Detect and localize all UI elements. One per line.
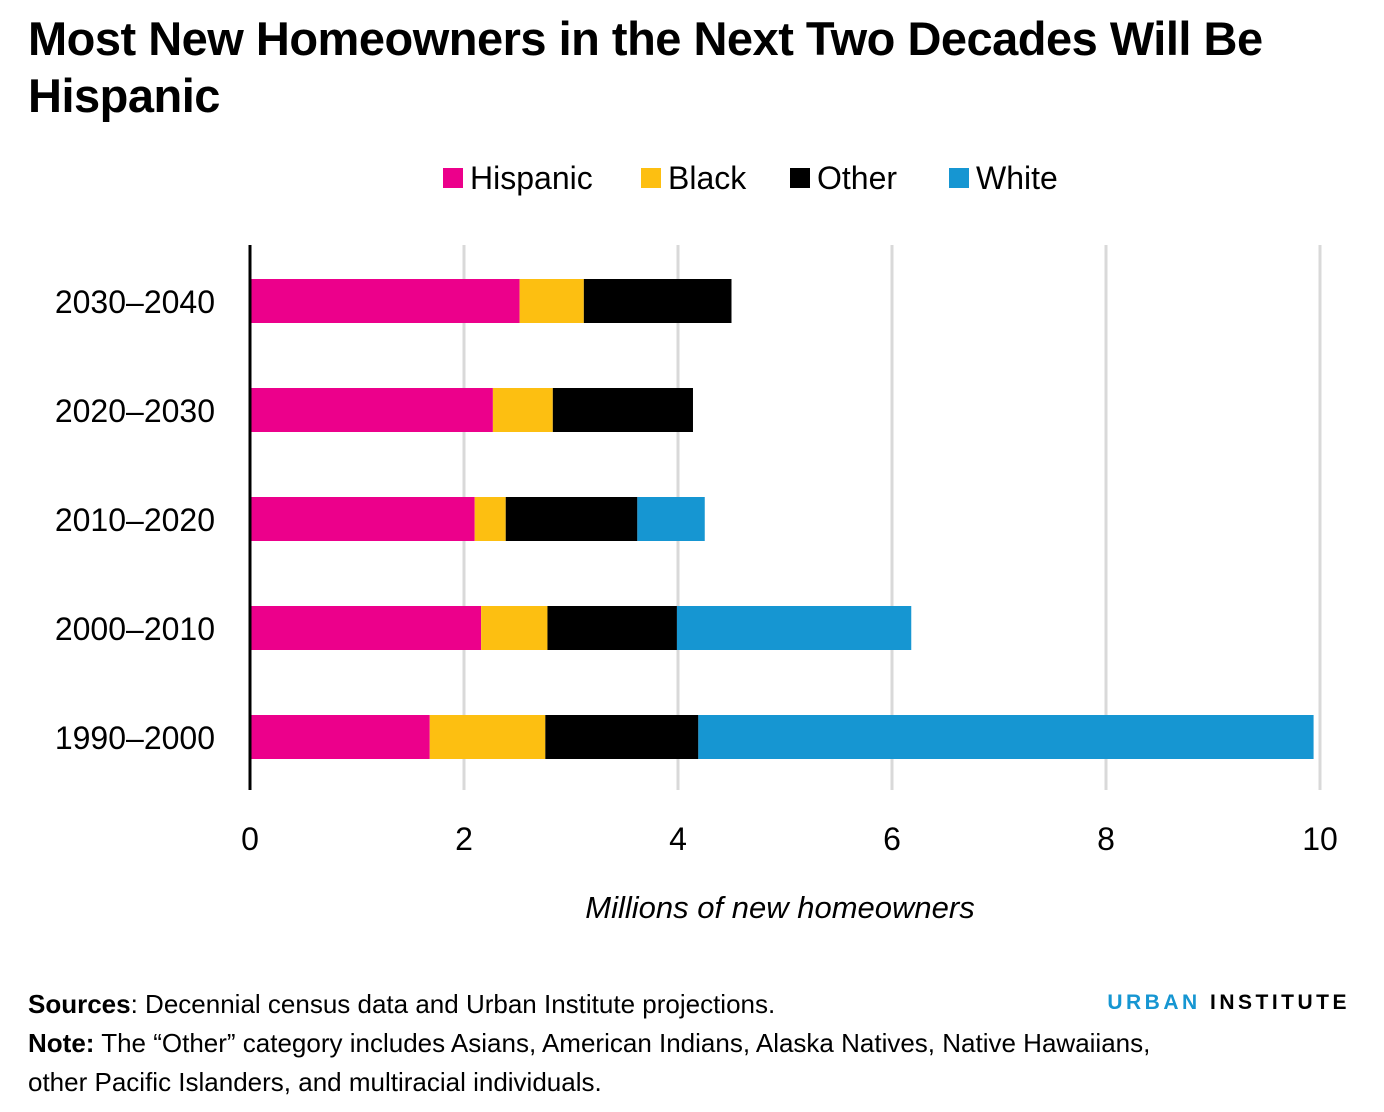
bar-other-4 (545, 715, 699, 759)
bar-hispanic-4 (250, 715, 430, 759)
x-tick-label-0: 0 (241, 821, 259, 857)
legend-label-white: White (976, 159, 1058, 196)
bar-white-4 (698, 715, 1314, 759)
bar-hispanic-2 (250, 497, 475, 541)
bar-hispanic-1 (250, 388, 493, 432)
brand-urban: URBAN (1107, 991, 1201, 1014)
y-tick-label-1: 2020–2030 (55, 393, 215, 429)
note-text: The “Other” category includes Asians, Am… (28, 1028, 1151, 1097)
legend-item-white: White (949, 158, 1058, 198)
bar-black-0 (519, 279, 584, 323)
x-tick-label-10: 10 (1302, 821, 1338, 857)
x-tick-label-4: 4 (669, 821, 687, 857)
legend-item-hispanic: Hispanic (443, 158, 593, 198)
bar-black-3 (481, 606, 548, 650)
chart-plot: 2030–2040 2020–2030 2010–2020 2000–2010 1990… (55, 245, 1338, 925)
bar-black-2 (474, 497, 506, 541)
legend: Hispanic Black Other White (0, 158, 1384, 198)
sources-line: Sources: Decennial census data and Urban… (28, 985, 1178, 1024)
note-label: Note: (28, 1028, 95, 1058)
legend-label-other: Other (817, 159, 898, 196)
x-tick-label-6: 6 (883, 821, 901, 857)
legend-label-black: Black (668, 159, 747, 196)
x-axis-label: Millions of new homeowners (585, 890, 974, 925)
legend-swatch-other (790, 168, 810, 188)
urban-institute-logo: URBAN INSTITUTE (1107, 991, 1350, 1015)
bar-black-1 (492, 388, 553, 432)
chart-footer: Sources: Decennial census data and Urban… (28, 985, 1178, 1102)
sources-label: Sources (28, 989, 131, 1019)
y-tick-label-2: 2010–2020 (55, 502, 215, 538)
bar-white-3 (676, 606, 912, 650)
y-tick-label-3: 2000–2010 (55, 611, 215, 647)
bar-black-4 (429, 715, 546, 759)
legend-item-black: Black (641, 158, 746, 198)
bar-other-1 (552, 388, 693, 432)
legend-item-other: Other (790, 158, 897, 198)
bar-white-2 (637, 497, 705, 541)
bar-other-3 (547, 606, 677, 650)
y-tick-label-4: 1990–2000 (55, 720, 215, 756)
sources-text: : Decennial census data and Urban Instit… (130, 989, 776, 1019)
bar-hispanic-3 (250, 606, 482, 650)
legend-swatch-hispanic (443, 168, 463, 188)
x-tick-label-8: 8 (1097, 821, 1115, 857)
bar-hispanic-0 (250, 279, 520, 323)
bar-other-0 (583, 279, 732, 323)
note-line: Note: The “Other” category includes Asia… (28, 1024, 1178, 1102)
legend-swatch-black (641, 168, 661, 188)
legend-swatch-white (949, 168, 969, 188)
x-tick-label-2: 2 (455, 821, 473, 857)
bar-other-2 (505, 497, 638, 541)
y-tick-label-0: 2030–2040 (55, 284, 215, 320)
legend-label-hispanic: Hispanic (470, 159, 593, 196)
chart-title: Most New Homeowners in the Next Two Deca… (28, 12, 1263, 122)
brand-institute: INSTITUTE (1210, 991, 1350, 1014)
